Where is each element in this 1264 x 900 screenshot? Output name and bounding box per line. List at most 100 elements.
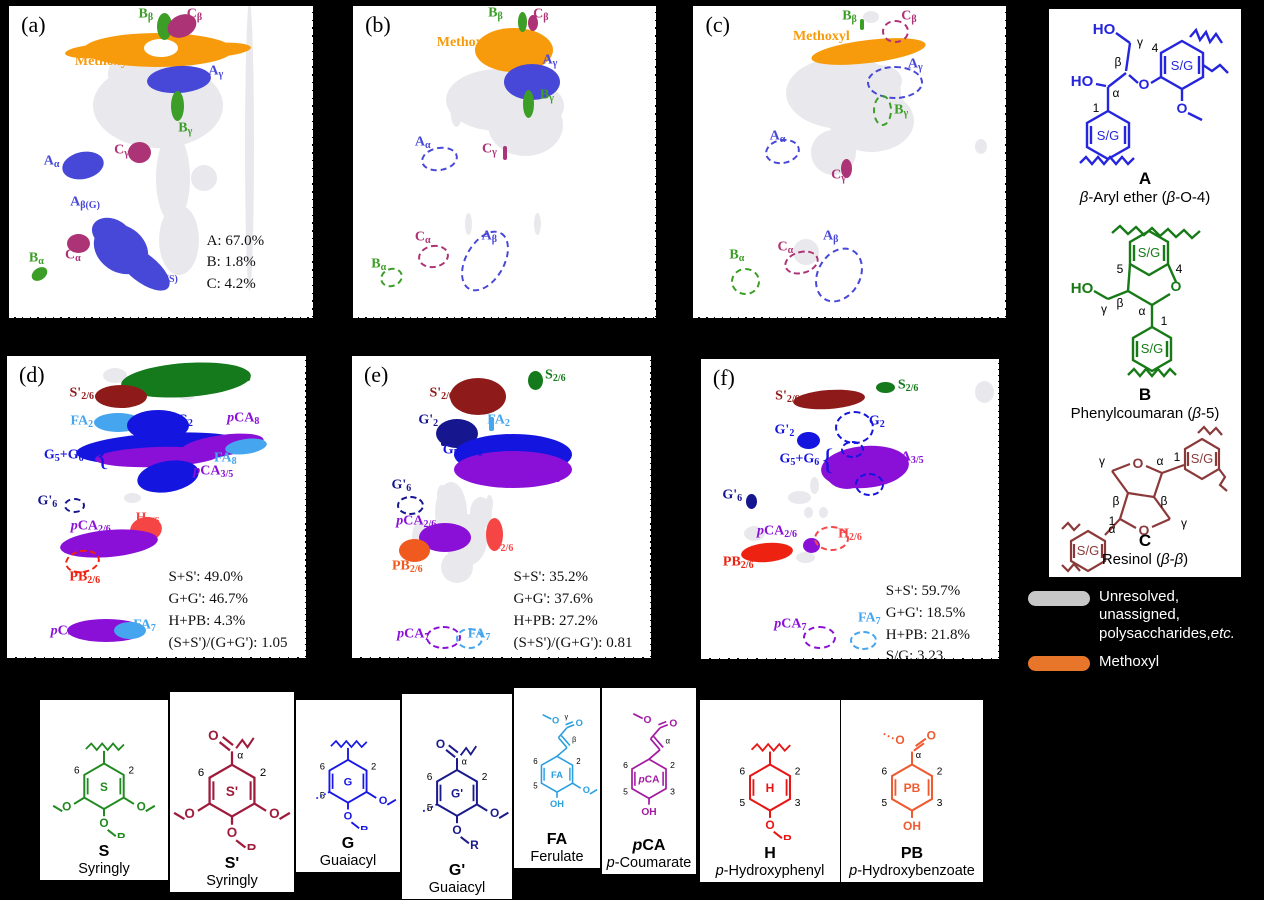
x-tick-label: 8.5 (351, 664, 370, 679)
b-ring-o: O (1171, 278, 1182, 294)
axis-tick (650, 456, 653, 459)
axis-tick (445, 657, 447, 660)
unit-letter: FA (546, 831, 568, 848)
axis-tick (793, 658, 796, 661)
axis-tick (312, 105, 315, 107)
svg-text:6: 6 (623, 760, 628, 770)
axis-tick (918, 317, 920, 320)
peak-label: pCA8 (227, 410, 260, 428)
axis-tick (655, 206, 658, 209)
y-tick-label: 115 (313, 438, 334, 454)
axis-tick (388, 657, 390, 660)
axis-tick (650, 498, 653, 501)
x-axis: 5.5 6.0 6.5 7.0 7.5 8.0 8.5 f2 (ppm) (351, 657, 652, 697)
axis-tick (520, 657, 522, 660)
axis-tick (650, 366, 653, 368)
svg-text:O: O (184, 806, 194, 821)
axis-tick (53, 657, 55, 660)
axis-tick (650, 523, 653, 525)
axis-tick (305, 541, 308, 543)
svg-text:2: 2 (670, 760, 675, 770)
axis-tick (1005, 97, 1008, 99)
axis-tick (650, 372, 653, 374)
axis-tick (737, 317, 739, 323)
legend-color-swatch (1028, 655, 1090, 671)
svg-text:O: O (552, 715, 559, 725)
axis-tick (998, 411, 1001, 413)
peak-label: Methoxyl (436, 35, 494, 51)
peak-label: H2/6 (135, 510, 160, 527)
unit-name: p-Hydroxybenzoate (849, 862, 975, 879)
axis-tick (1005, 261, 1008, 263)
stat-line: (S+S')/(G+G'): 1.05 (168, 634, 288, 651)
axis-tick (998, 573, 1001, 575)
axis-tick (194, 657, 196, 660)
plot-area: S2/6 S'2/6 G2 G'2 G5+G6{pCA3/5 G'6 pCA2/6 H2/6 P… (700, 358, 1000, 660)
axis-tick (776, 317, 779, 323)
c-alpha1: α (1157, 454, 1164, 468)
axis-tick (608, 317, 610, 320)
x-tick-label: 5.5 (981, 665, 1000, 680)
axis-tick (230, 317, 232, 320)
axis-tick (305, 523, 308, 525)
peak-label: Methoxyl (74, 54, 132, 70)
axis-tick (655, 308, 658, 310)
axis-tick (549, 317, 551, 320)
svg-text:6: 6 (198, 767, 204, 779)
svg-text:2: 2 (795, 767, 801, 778)
axis-tick (998, 429, 1001, 431)
axis-tick (147, 657, 149, 660)
axis-tick (998, 375, 1001, 377)
axis-tick (305, 511, 308, 513)
svg-text:2: 2 (371, 760, 376, 771)
peak-contour-blob (485, 517, 503, 551)
axis-tick (431, 317, 433, 323)
axis-tick (998, 453, 1001, 455)
axis-tick (855, 317, 857, 323)
axis-tick (650, 643, 653, 646)
svg-text:H: H (766, 781, 775, 795)
axis-tick (655, 43, 661, 45)
axis-tick (1005, 222, 1008, 224)
peak-label: G5+G6 (43, 446, 84, 464)
axis-tick (461, 317, 463, 320)
axis-tick (847, 317, 850, 320)
peak-dashed-ellipse (855, 472, 885, 496)
svg-text:6: 6 (320, 760, 325, 771)
axis-tick (299, 317, 302, 320)
x-axis: 2.5 3.0 3.5 4.0 4.5 5.0 5.5 6.0 f2 (ppm) (5, 317, 312, 357)
svg-text:5: 5 (882, 798, 888, 809)
axis-tick (305, 613, 308, 616)
y-tick-label: 90 (1013, 309, 1028, 325)
axis-tick (312, 191, 315, 193)
y-tick-label: 125 (658, 498, 680, 514)
peak-contour-blob (974, 138, 987, 154)
axis-tick (305, 583, 308, 585)
axis-tick (926, 317, 928, 320)
axis-tick (800, 317, 802, 320)
axis-tick (424, 317, 426, 320)
axis-tick (129, 317, 132, 323)
axis-tick (241, 657, 243, 660)
axis-tick (650, 360, 653, 362)
axis-tick (571, 317, 574, 320)
x-axis-title: f2 (ppm) (131, 679, 180, 694)
axis-tick (868, 658, 871, 661)
axis-tick (981, 317, 983, 320)
svg-text:G: G (344, 777, 353, 789)
axis-tick (650, 571, 653, 573)
y-tick-label: 80 (1013, 231, 1028, 247)
axis-tick (650, 462, 653, 465)
axis-tick (586, 657, 588, 660)
peak-contour-blob (792, 239, 819, 266)
axis-tick (998, 651, 1001, 653)
axis-tick (998, 543, 1001, 545)
axis-tick (655, 292, 658, 294)
peak-contour-blob (474, 27, 553, 72)
axis-tick (1005, 292, 1008, 294)
y-tick-label: 115 (1006, 440, 1027, 456)
legend-line: Methoxyl (1099, 652, 1160, 670)
svg-text:α: α (462, 757, 468, 767)
axis-tick (998, 555, 1001, 557)
